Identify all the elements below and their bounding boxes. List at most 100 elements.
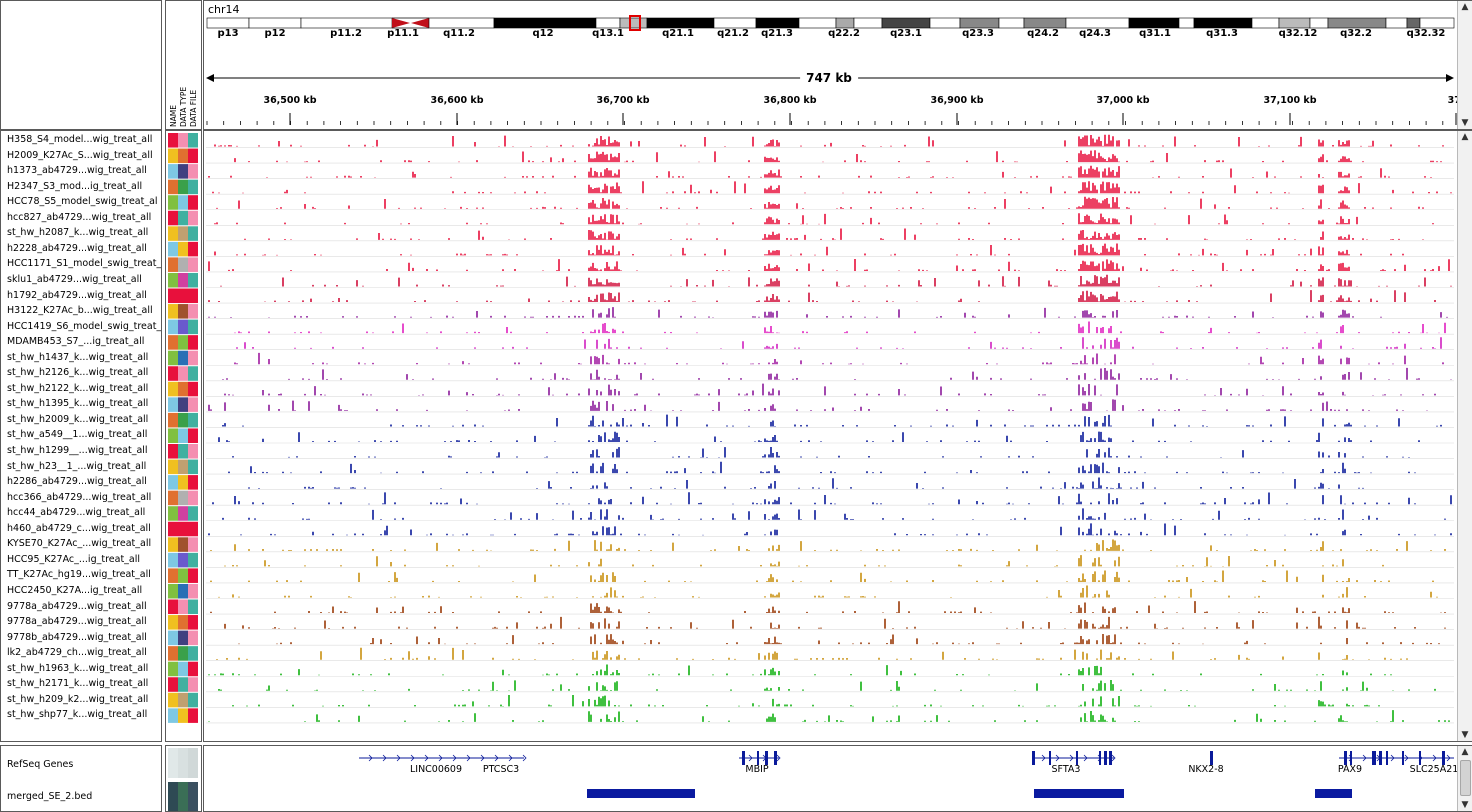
attr-header-data-file[interactable]: DATA FILE xyxy=(189,89,198,127)
feature-scroll-thumb[interactable] xyxy=(1460,760,1471,796)
band-label-p12: p12 xyxy=(264,28,286,39)
track-name[interactable]: 9778a_ab4729...wig_treat_all xyxy=(7,600,147,612)
feature-attribute-panel[interactable] xyxy=(165,745,202,812)
track-name[interactable]: h460_ab4729_c...wig_treat_all xyxy=(7,522,151,534)
track-name[interactable]: hcc827_ab4729...wig_treat_all xyxy=(7,211,152,223)
band-label-q21.2: q21.2 xyxy=(717,28,749,39)
ruler-tick-label: 36,900 kb xyxy=(930,95,984,106)
track-name[interactable]: H3122_K27Ac_b...wig_treat_all xyxy=(7,305,153,317)
band-label-p11.2: p11.2 xyxy=(330,28,362,39)
data-panel[interactable]: ▲ ▼ xyxy=(203,130,1472,742)
track-name[interactable]: sklu1_ab4729...wig_treat_all xyxy=(7,273,142,285)
track-name[interactable]: TT_K27Ac_hg19...wig_treat_all xyxy=(7,569,151,581)
gene-label-pax9[interactable]: PAX9 xyxy=(1337,764,1363,775)
span-label: 747 kb xyxy=(800,71,858,85)
data-scrollbar[interactable]: ▲ ▼ xyxy=(1457,131,1472,741)
refseq-gene-track[interactable] xyxy=(204,746,1456,812)
track-name[interactable]: st_hw_h2171_k...wig_treat_all xyxy=(7,678,149,690)
gene-label-linc00609[interactable]: LINC00609 xyxy=(409,764,463,775)
track-name[interactable]: st_hw_h1395_k...wig_treat_all xyxy=(7,398,149,410)
track-name[interactable]: HCC1171_S1_model_swig_treat_ xyxy=(7,258,162,270)
attr-header-name[interactable]: NAME xyxy=(169,105,178,127)
attr-header-data-type[interactable]: DATA TYPE xyxy=(179,86,188,127)
band-label-q24.2: q24.2 xyxy=(1027,28,1059,39)
track-name[interactable]: st_hw_h2009_k...wig_treat_all xyxy=(7,413,149,425)
band-label-p13: p13 xyxy=(217,28,239,39)
signal-tracks[interactable] xyxy=(204,131,1456,742)
scroll-up-icon[interactable]: ▲ xyxy=(1461,132,1469,142)
track-name[interactable]: KYSE70_K27Ac_...wig_treat_all xyxy=(7,538,152,550)
track-name[interactable]: st_hw_h2087_k...wig_treat_all xyxy=(7,227,149,239)
track-name[interactable]: st_hw_h1963_k...wig_treat_all xyxy=(7,662,149,674)
ruler-tick-label: 37, xyxy=(1447,95,1465,106)
track-name[interactable]: h1792_ab4729...wig_treat_all xyxy=(7,289,147,301)
track-name[interactable]: st_hw_h209_k2...wig_treat_all xyxy=(7,693,149,705)
band-label-q21.3: q21.3 xyxy=(761,28,793,39)
band-label-q22.2: q22.2 xyxy=(828,28,860,39)
track-name[interactable]: st_hw_h2126_k...wig_treat_all xyxy=(7,367,149,379)
band-label-q12: q12 xyxy=(532,28,554,39)
band-label-q23.3: q23.3 xyxy=(962,28,994,39)
gene-label-slc25a21[interactable]: SLC25A21 xyxy=(1409,764,1459,775)
gene-label-sfta3[interactable]: SFTA3 xyxy=(1051,764,1081,775)
feature-data-panel[interactable]: LINC00609 PTCSC3 MBIP SFTA3 NKX2-8 PAX9 SLC25A… xyxy=(203,745,1472,812)
scroll-down-icon[interactable]: ▼ xyxy=(1461,118,1469,128)
band-label-q13.1: q13.1 xyxy=(592,28,624,39)
track-name[interactable]: HCC95_K27Ac_...ig_treat_all xyxy=(7,553,141,565)
track-name[interactable]: h1373_ab4729...wig_treat_all xyxy=(7,165,147,177)
band-label-q32.32: q32.32 xyxy=(1406,28,1446,39)
track-name[interactable]: h2228_ab4729...wig_treat_all xyxy=(7,242,147,254)
band-label-q32.12: q32.12 xyxy=(1278,28,1318,39)
ruler-tick-label: 36,500 kb xyxy=(263,95,317,106)
ruler-panel[interactable]: chr14 p13 p12 p11.2 p11.1 q11.2 q12 q13.1 q21.1… xyxy=(203,0,1472,130)
track-name[interactable]: HCC1419_S6_model_swig_treat_ xyxy=(7,320,162,332)
track-name[interactable]: st_hw_a549__1...wig_treat_all xyxy=(7,429,148,441)
track-name[interactable]: MDAMB453_S7_...ig_treat_all xyxy=(7,336,145,348)
ruler-tick-label: 37,000 kb xyxy=(1096,95,1150,106)
track-name[interactable]: HCC2450_K27A...ig_treat_all xyxy=(7,584,143,596)
band-label-q31.3: q31.3 xyxy=(1206,28,1238,39)
scroll-down-icon[interactable]: ▼ xyxy=(1461,800,1469,810)
scroll-down-icon[interactable]: ▼ xyxy=(1461,730,1469,740)
track-name[interactable]: 9778a_ab4729...wig_treat_all xyxy=(7,616,147,628)
track-name[interactable]: st_hw_h2122_k...wig_treat_all xyxy=(7,382,149,394)
track-name[interactable]: H358_S4_model...wig_treat_all xyxy=(7,134,153,145)
track-name-panel[interactable]: H358_S4_model...wig_treat_all H2009_K27Ac… xyxy=(0,130,162,742)
track-name[interactable]: HCC78_S5_model_swig_treat_al xyxy=(7,196,158,208)
track-name[interactable]: hcc44_ab4729...wig_treat_all xyxy=(7,507,146,519)
ruler-tick-label: 36,700 kb xyxy=(596,95,650,106)
attribute-header-panel: NAME DATA TYPE DATA FILE xyxy=(165,0,202,130)
header-scrollbar[interactable]: ▲ ▼ xyxy=(1457,1,1472,129)
band-label-p11.1: p11.1 xyxy=(387,28,419,39)
feature-scrollbar[interactable]: ▲ ▼ xyxy=(1457,746,1472,811)
track-name[interactable]: st_hw_h1299__...wig_treat_all xyxy=(7,445,148,456)
feature-name-panel[interactable]: RefSeq Genes merged_SE_2.bed xyxy=(0,745,162,812)
chromosome-ideogram[interactable] xyxy=(204,15,1472,45)
attribute-matrix[interactable] xyxy=(166,131,202,742)
track-name[interactable]: st_hw_h1437_k...wig_treat_all xyxy=(7,351,149,363)
track-name[interactable]: st_hw_h23__1_...wig_treat_all xyxy=(7,460,147,472)
ruler-tick-label: 36,600 kb xyxy=(430,95,484,106)
track-name[interactable]: 9778b_ab4729...wig_treat_all xyxy=(7,631,147,643)
gene-label-ptcsc3[interactable]: PTCSC3 xyxy=(482,764,520,775)
track-attribute-panel[interactable] xyxy=(165,130,202,742)
feature-track-name-refseq[interactable]: RefSeq Genes xyxy=(7,759,74,770)
track-name[interactable]: h2286_ab4729...wig_treat_all xyxy=(7,476,147,488)
scroll-up-icon[interactable]: ▲ xyxy=(1461,747,1469,757)
band-label-q24.3: q24.3 xyxy=(1079,28,1111,39)
feature-attribute-matrix xyxy=(168,748,198,811)
track-name[interactable]: H2009_K27Ac_S...wig_treat_all xyxy=(7,149,153,161)
track-name[interactable]: hcc366_ab4729...wig_treat_all xyxy=(7,491,152,503)
header-name-panel xyxy=(0,0,162,130)
track-name[interactable]: H2347_S3_mod...ig_treat_all xyxy=(7,180,143,192)
track-name[interactable]: st_hw_shp77_k...wig_treat_all xyxy=(7,709,148,721)
scroll-up-icon[interactable]: ▲ xyxy=(1461,2,1469,12)
band-label-q32.2: q32.2 xyxy=(1340,28,1372,39)
band-label-q31.1: q31.1 xyxy=(1139,28,1171,39)
gene-label-nkx2-8[interactable]: NKX2-8 xyxy=(1188,764,1224,775)
ruler-tick-marks xyxy=(206,113,1457,125)
feature-track-name-bed[interactable]: merged_SE_2.bed xyxy=(7,791,93,802)
gene-label-mbip[interactable]: MBIP xyxy=(745,764,769,775)
track-name[interactable]: lk2_ab4729_ch...wig_treat_all xyxy=(7,647,147,659)
band-label-q23.1: q23.1 xyxy=(890,28,922,39)
